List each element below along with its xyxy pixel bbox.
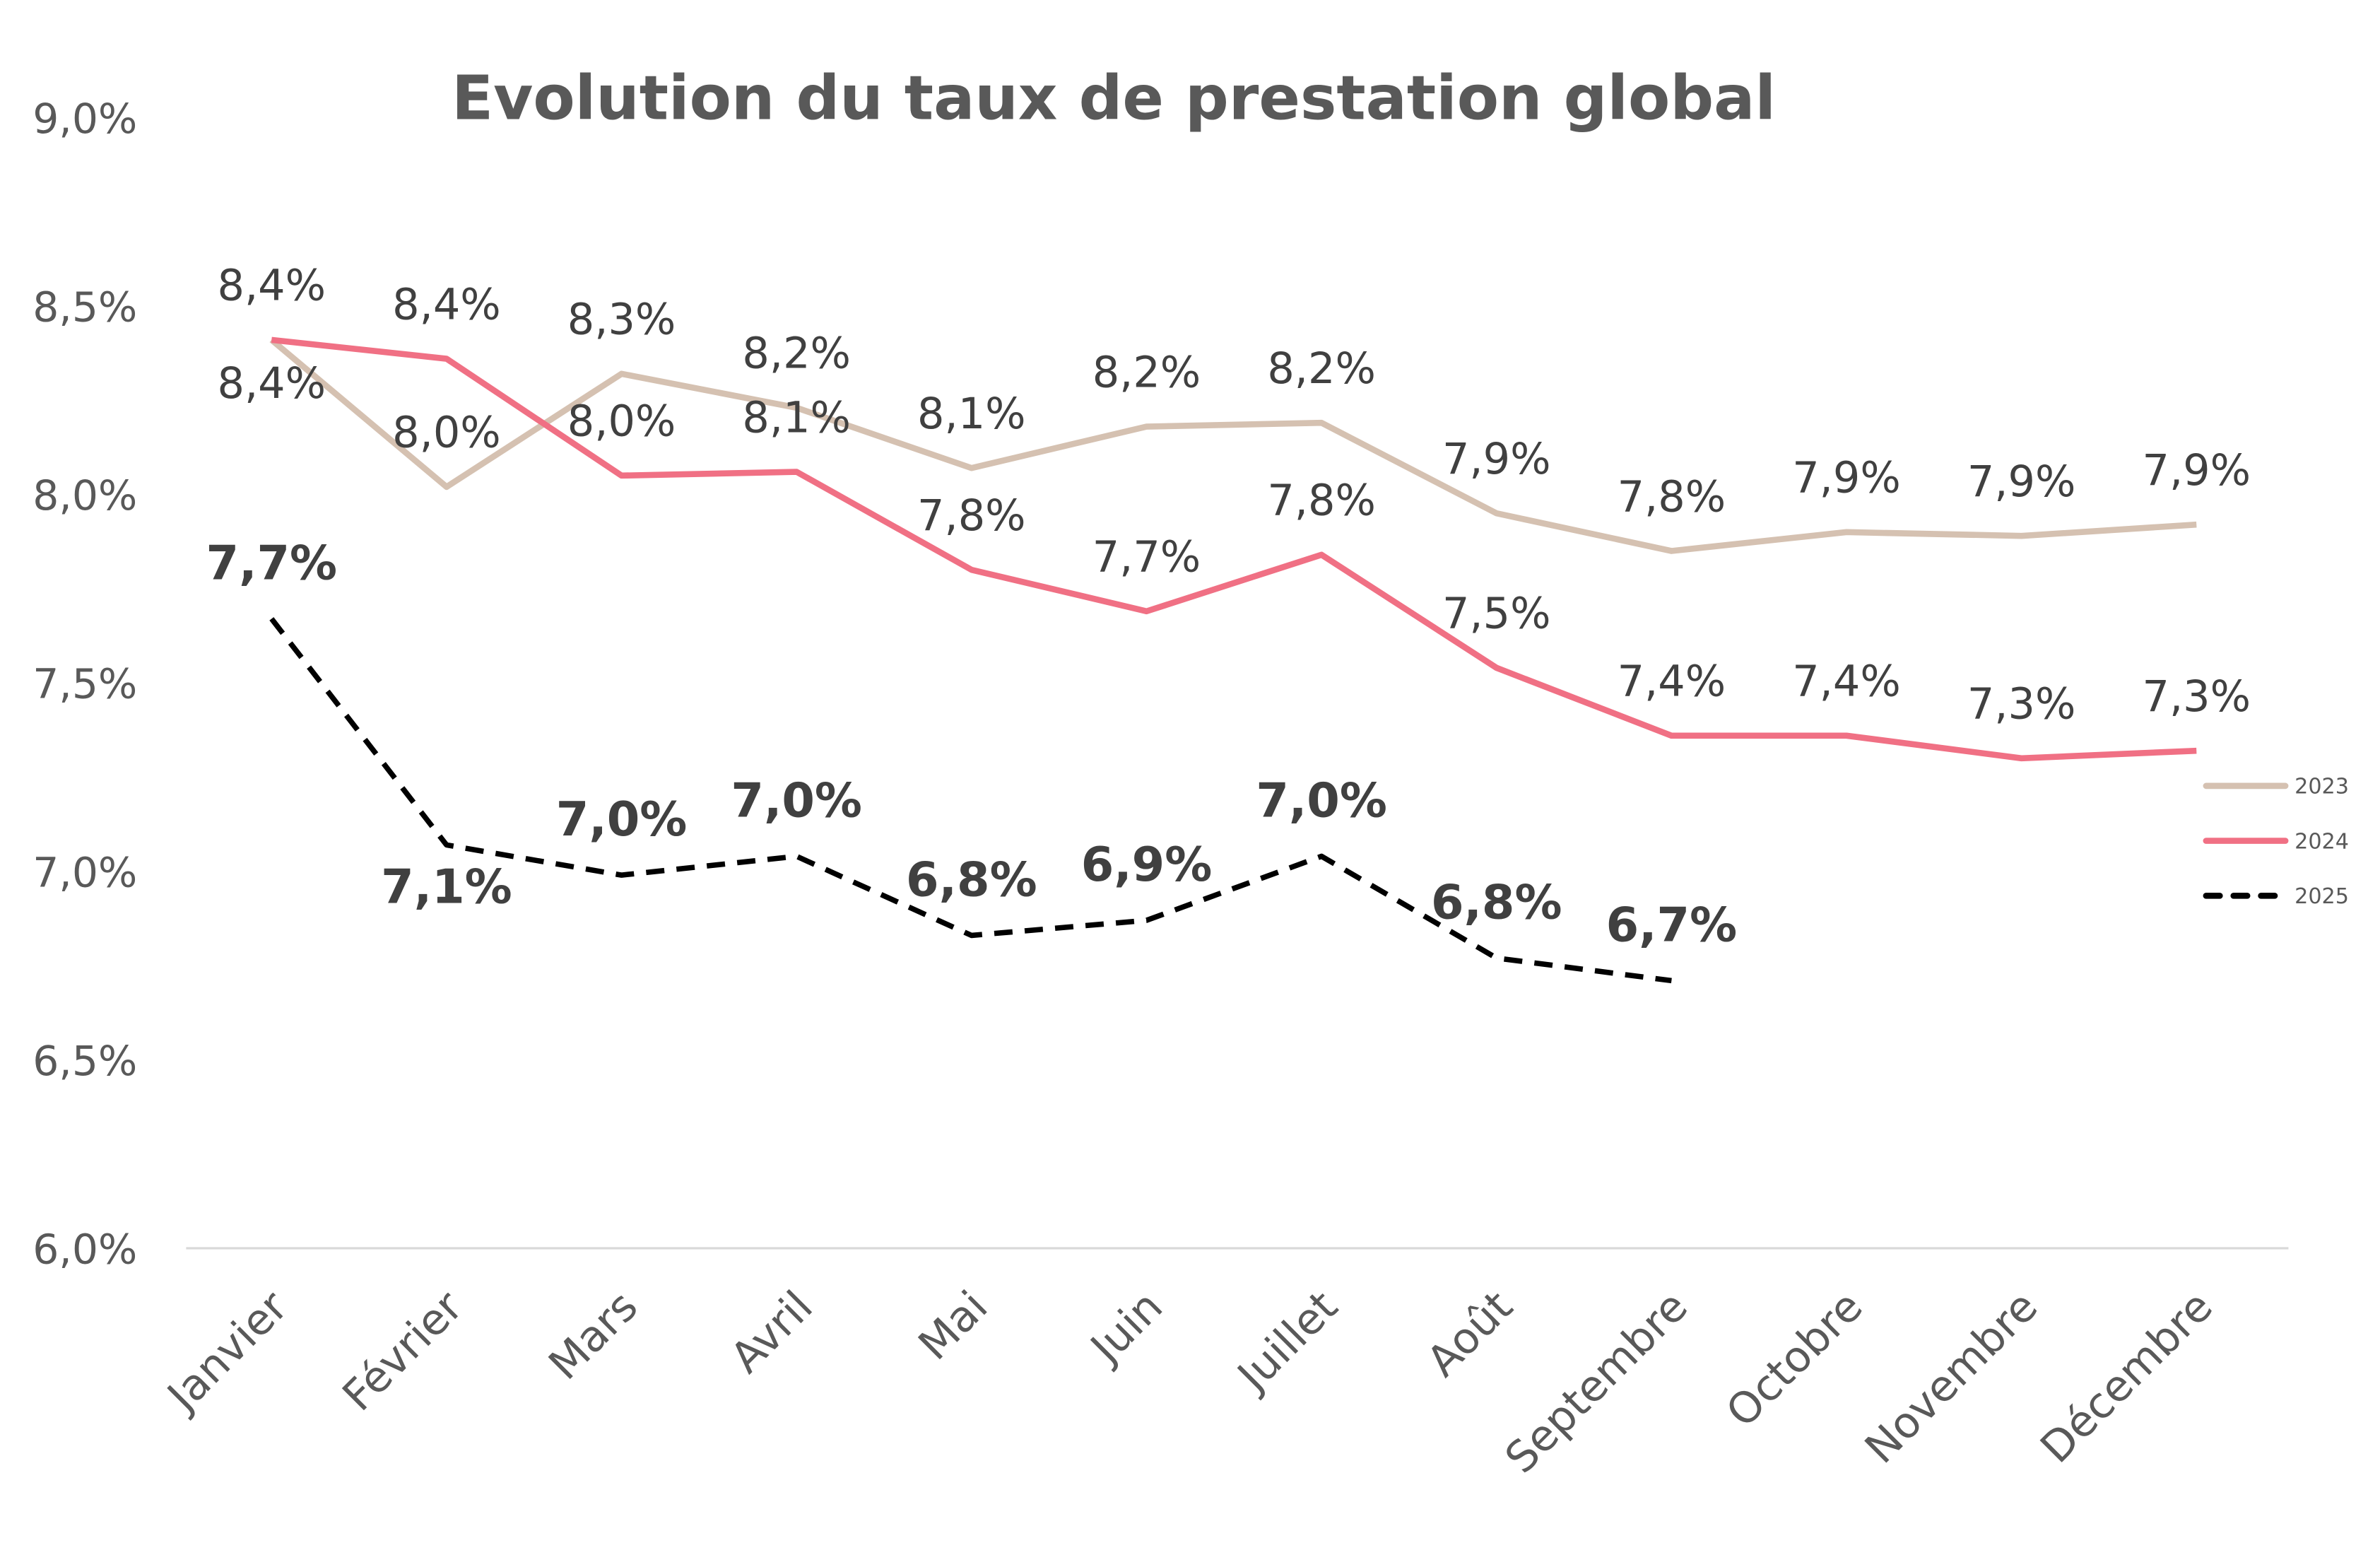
x-tick-label: Mars [540, 1282, 647, 1390]
data-label-2023: 8,2% [1267, 344, 1376, 394]
data-label-2025: 7,0% [1256, 773, 1387, 828]
y-tick-label: 7,0% [33, 848, 137, 896]
x-tick-label: Février [334, 1281, 473, 1421]
data-label-2025: 6,8% [906, 852, 1037, 907]
data-label-2023: 7,9% [2143, 446, 2251, 495]
data-label-2025: 7,0% [731, 773, 862, 828]
data-label-2025: 6,9% [1081, 837, 1213, 892]
data-label-2023: 7,8% [1618, 472, 1726, 522]
data-label-2024: 7,8% [917, 491, 1026, 541]
x-tick-label: Juin [1080, 1282, 1172, 1375]
x-tick-label: Janvier [157, 1281, 298, 1422]
x-tick-label: Mai [909, 1282, 997, 1370]
data-label-2024: 8,1% [742, 393, 851, 442]
y-tick-label: 8,5% [33, 283, 137, 331]
y-tick-label: 6,0% [33, 1226, 137, 1274]
data-label-2023: 8,0% [392, 409, 501, 458]
x-tick-label: Septembre [1496, 1282, 1697, 1484]
data-label-2024: 7,7% [1092, 533, 1201, 582]
data-label-2024: 7,4% [1618, 657, 1726, 707]
x-tick-label: Novembre [1856, 1282, 2047, 1474]
data-label-2024: 7,5% [1442, 589, 1551, 639]
y-tick-label: 8,0% [33, 471, 137, 520]
legend-label: 2023 [2294, 775, 2349, 799]
x-tick-label: Avril [721, 1282, 823, 1383]
x-tick-label: Décembre [2032, 1282, 2222, 1473]
y-tick-label: 9,0% [33, 95, 137, 143]
data-label-2024: 7,3% [1967, 680, 2076, 729]
x-tick-label: Août [1418, 1282, 1522, 1387]
data-label-2024: 7,8% [1267, 476, 1376, 526]
y-tick-label: 7,5% [33, 660, 137, 708]
data-label-2024: 7,4% [1792, 657, 1901, 707]
chart-title: Evolution du taux de prestation global [452, 63, 1776, 134]
data-label-2023: 7,9% [1442, 435, 1551, 484]
x-tick-label: Octobre [1717, 1282, 1873, 1438]
data-label-2024: 8,4% [392, 280, 501, 329]
data-label-2024: 8,0% [567, 397, 676, 447]
data-label-2023: 7,9% [1967, 457, 2076, 507]
data-label-2025: 6,8% [1431, 874, 1562, 929]
series-line-2024 [271, 336, 2197, 762]
data-label-2025: 7,1% [381, 859, 512, 914]
data-label-2024: 8,4% [218, 359, 326, 409]
data-label-2023: 8,4% [218, 262, 326, 311]
data-label-2023: 8,3% [567, 295, 676, 345]
data-label-2023: 8,1% [917, 389, 1026, 439]
legend-label: 2025 [2294, 884, 2349, 909]
data-label-2025: 7,0% [556, 792, 688, 847]
data-label-2025: 6,7% [1606, 897, 1738, 952]
data-label-2023: 8,2% [742, 329, 851, 379]
data-label-2025: 7,7% [206, 535, 338, 590]
y-tick-label: 6,5% [33, 1037, 137, 1085]
x-tick-label: Juillet [1227, 1282, 1348, 1403]
data-label-2023: 7,9% [1792, 454, 1901, 503]
data-label-2024: 7,3% [2143, 672, 2251, 722]
series-line-2023 [269, 337, 2197, 554]
data-label-2023: 8,2% [1092, 348, 1201, 397]
legend-label: 2024 [2294, 829, 2349, 854]
